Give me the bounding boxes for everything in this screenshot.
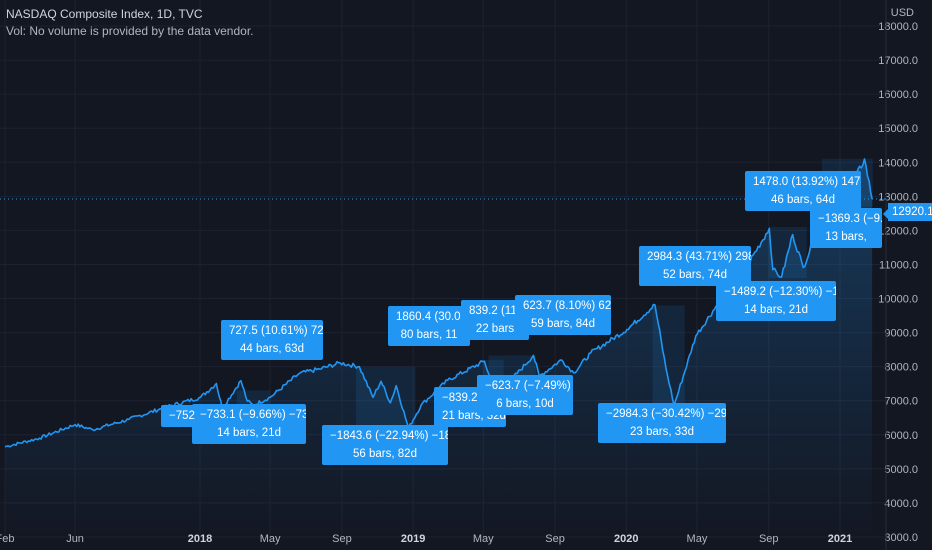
price-area (5, 159, 873, 537)
measure-change-text: −2984.3 (−30.42%) −29843 (606, 408, 726, 420)
volume-note: Vol: No volume is provided by the data v… (6, 24, 254, 38)
y-tick-label: 6000.0 (884, 430, 918, 442)
y-tick-label: 12000.0 (878, 225, 918, 237)
y-tick-label: 4000.0 (884, 498, 918, 510)
chart-title: NASDAQ Composite Index, 1D, TVC (6, 7, 203, 21)
y-tick-label: 16000.0 (878, 89, 918, 101)
y-tick-label: 10000.0 (878, 294, 918, 306)
measure-change-text: 1478.0 (13.92%) 14780 (753, 176, 861, 188)
measure-annotation[interactable]: −1843.6 (−22.94%) −18436 56 bars, 82d (322, 425, 448, 465)
measure-annotation[interactable]: −2984.3 (−30.42%) −29843 23 bars, 33d (598, 403, 726, 443)
y-tick-label: 9000.0 (884, 328, 918, 340)
measure-change-text: 623.7 (8.10%) 6237 (523, 300, 611, 312)
current-price-label: 12920.1 (883, 203, 932, 221)
measure-change-text: 2984.3 (43.71%) 29843 (647, 251, 751, 263)
measure-bars-text: 44 bars, 63d (240, 343, 304, 355)
measure-annotation[interactable]: −733.1 (−9.66%) −7331 14 bars, 21d (192, 404, 306, 444)
currency-label: USD (891, 7, 914, 19)
measure-bars-text: 22 bars (475, 323, 515, 335)
y-tick-label: 11000.0 (879, 259, 918, 271)
measure-annotation[interactable]: 727.5 (10.61%) 7275 44 bars, 63d (221, 320, 323, 360)
measure-annotation[interactable]: 1478.0 (13.92%) 14780 46 bars, 64d (745, 171, 861, 211)
measure-bars-text: 59 bars, 84d (531, 318, 595, 330)
measure-annotation[interactable]: −1369.3 (−9.73 13 bars, (810, 208, 882, 248)
y-tick-label: 3000.0 (884, 532, 918, 544)
measure-bars-text: 14 bars, 21d (744, 304, 808, 316)
measure-change-text: −623.7 (−7.49%) −6237 (485, 380, 573, 392)
measure-bars-text: 13 bars, (825, 231, 867, 243)
measure-bars-text: 46 bars, 64d (771, 194, 835, 206)
measure-bars-text: 14 bars, 21d (217, 427, 281, 439)
y-tick-label: 14000.0 (878, 157, 918, 169)
y-tick-label: 13000.0 (878, 191, 918, 203)
measure-change-text: −733.1 (−9.66%) −7331 (200, 409, 306, 421)
measure-change-text: 727.5 (10.61%) 7275 (229, 325, 323, 337)
measure-annotation[interactable]: −623.7 (−7.49%) −6237 6 bars, 10d (477, 375, 573, 415)
measure-bars-text: 56 bars, 82d (353, 448, 417, 460)
y-tick-label: 17000.0 (878, 55, 918, 67)
y-tick-label: 18000.0 (878, 21, 918, 33)
measure-annotation[interactable]: −752. (161, 405, 195, 427)
measure-change-text: 1860.4 (30.07% (396, 311, 470, 323)
measure-change-text: 839.2 (11.4 (469, 305, 527, 317)
y-tick-label: 8000.0 (884, 362, 918, 374)
measure-change-text: −1489.2 (−12.30%) −14892 (724, 286, 836, 298)
measure-annotation[interactable]: 623.7 (8.10%) 6237 59 bars, 84d (515, 295, 611, 335)
measure-annotation[interactable]: 1860.4 (30.07% 80 bars, 11 (388, 306, 470, 346)
measure-bars-text: 80 bars, 11 (400, 329, 458, 341)
y-tick-label: 7000.0 (884, 396, 918, 408)
measure-bars-text: 23 bars, 33d (630, 426, 694, 438)
measure-bars-text: 52 bars, 74d (663, 269, 727, 281)
measure-bars-text: 6 bars, 10d (496, 398, 554, 410)
y-tick-label: 15000.0 (878, 123, 918, 135)
y-tick-label: 5000.0 (884, 464, 918, 476)
measure-change-text: −1369.3 (−9.73 (818, 213, 882, 225)
measure-annotation[interactable]: 2984.3 (43.71%) 29843 52 bars, 74d (639, 246, 751, 286)
measure-annotation[interactable]: −1489.2 (−12.30%) −14892 14 bars, 21d (716, 281, 836, 321)
measure-change-text: −752. (169, 410, 195, 422)
measure-change-text: −1843.6 (−22.94%) −18436 (330, 430, 448, 442)
